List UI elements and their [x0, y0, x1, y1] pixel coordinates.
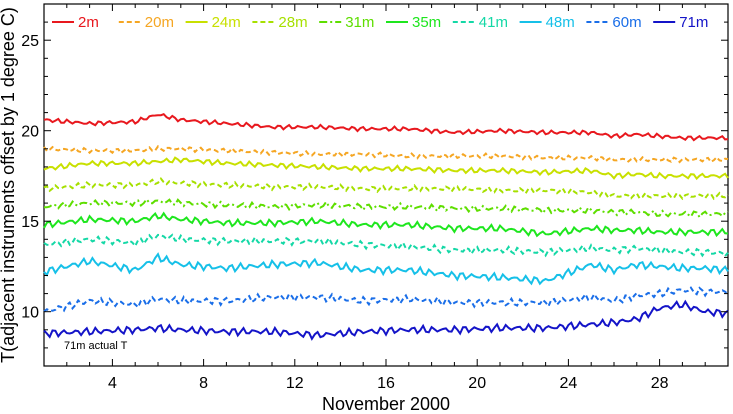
- legend-label-31m: 31m: [345, 14, 374, 31]
- legend-label-60m: 60m: [612, 14, 641, 31]
- y-axis-title: T(adjacent instruments offset by 1 degre…: [0, 7, 18, 363]
- y-tick-label: 25: [21, 33, 39, 50]
- series-line-60m: [43, 286, 729, 313]
- y-tick-label: 15: [21, 214, 39, 231]
- x-tick-label: 28: [651, 375, 669, 392]
- y-tick-label: 20: [21, 124, 39, 141]
- x-tick-label: 12: [286, 375, 304, 392]
- series-line-20m: [43, 144, 729, 164]
- tick-layer: 4 8 12 16 20 24 28 10 15 20 25: [21, 3, 729, 392]
- x-tick-label: 4: [108, 375, 117, 392]
- series-line-48m: [43, 252, 729, 286]
- series-line-71m: [43, 299, 729, 341]
- x-axis-title: November 2000: [322, 394, 450, 414]
- legend: 2m 20m 24m 28m 31m 35m 41m 48m 60m 71m: [52, 14, 708, 31]
- legend-label-48m: 48m: [546, 14, 575, 31]
- series-line-41m: [43, 233, 729, 258]
- legend-label-35m: 35m: [412, 14, 441, 31]
- legend-label-28m: 28m: [278, 14, 307, 31]
- y-tick-label: 10: [21, 305, 39, 322]
- legend-label-24m: 24m: [212, 14, 241, 31]
- series-line-31m: [43, 197, 729, 219]
- series-line-28m: [43, 177, 729, 201]
- series-line-35m: [43, 211, 729, 238]
- legend-label-20m: 20m: [145, 14, 174, 31]
- x-tick-label: 8: [199, 375, 208, 392]
- x-tick-label: 20: [468, 375, 486, 392]
- annotation-71m: 71m actual T: [64, 340, 128, 352]
- legend-label-2m: 2m: [78, 14, 99, 31]
- x-tick-label: 24: [560, 375, 578, 392]
- series-line-2m: [43, 113, 729, 142]
- legend-label-71m: 71m: [679, 14, 708, 31]
- legend-label-41m: 41m: [479, 14, 508, 31]
- series-layer: [43, 113, 729, 341]
- x-tick-label: 16: [377, 375, 395, 392]
- series-line-24m: [43, 156, 729, 181]
